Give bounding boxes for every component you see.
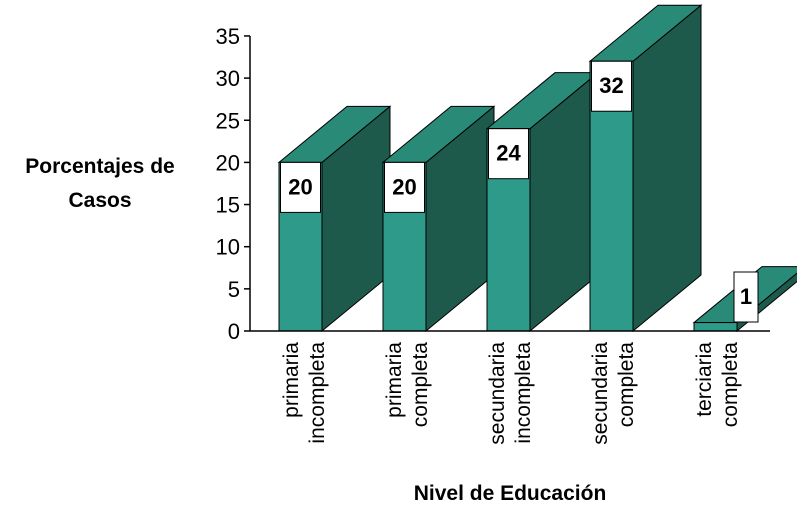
y-tick-label: 35 [216, 24, 240, 49]
data-labels-group: 20 20 24 32 1 [280, 60, 759, 323]
data-label: 20 [392, 174, 416, 199]
bar [381, 105, 496, 333]
bar [485, 71, 600, 333]
x-tick-label: terciaria [693, 342, 716, 417]
data-label-box [280, 161, 321, 213]
bar [588, 4, 703, 333]
bar [277, 105, 392, 333]
y-tick-label: 15 [216, 193, 240, 218]
data-label-box [488, 128, 529, 180]
x-axis: primaria incompleta primaria completa secund… [250, 330, 770, 445]
y-tick-label: 0 [228, 319, 240, 344]
data-label: 24 [496, 141, 521, 166]
x-tick-label: primaria [383, 342, 406, 418]
bars-group [277, 4, 797, 333]
x-axis-title: Nivel de Educación [414, 482, 607, 505]
data-label-box [591, 60, 632, 112]
y-axis: 0 5 10 15 20 25 30 35 [216, 24, 251, 344]
x-tick-label: completa [719, 342, 742, 428]
y-axis-title-line-1: Porcentajes de [25, 155, 174, 178]
data-label: 32 [599, 73, 623, 98]
data-label-box [384, 161, 425, 213]
data-label: 20 [288, 174, 312, 199]
x-tick-label: completa [409, 342, 432, 428]
x-tick-label: primaria [280, 342, 303, 418]
x-tick-label: completa [615, 342, 638, 428]
y-axis-title-line-2: Casos [68, 189, 131, 212]
x-tick-label: incompleta [306, 342, 329, 444]
y-tick-label: 25 [216, 108, 240, 133]
data-label: 1 [740, 284, 752, 309]
x-tick-label: secundaria [589, 342, 612, 445]
x-tick-label: incompleta [512, 342, 535, 444]
data-label-box [733, 271, 759, 323]
y-tick-label: 30 [216, 66, 240, 91]
x-tick-label: secundaria [486, 342, 509, 445]
y-tick-label: 5 [228, 277, 240, 302]
bar-side-face [632, 4, 702, 333]
y-tick-label: 10 [216, 235, 240, 260]
y-tick-label: 20 [216, 150, 240, 175]
bar-front-face [693, 322, 738, 332]
